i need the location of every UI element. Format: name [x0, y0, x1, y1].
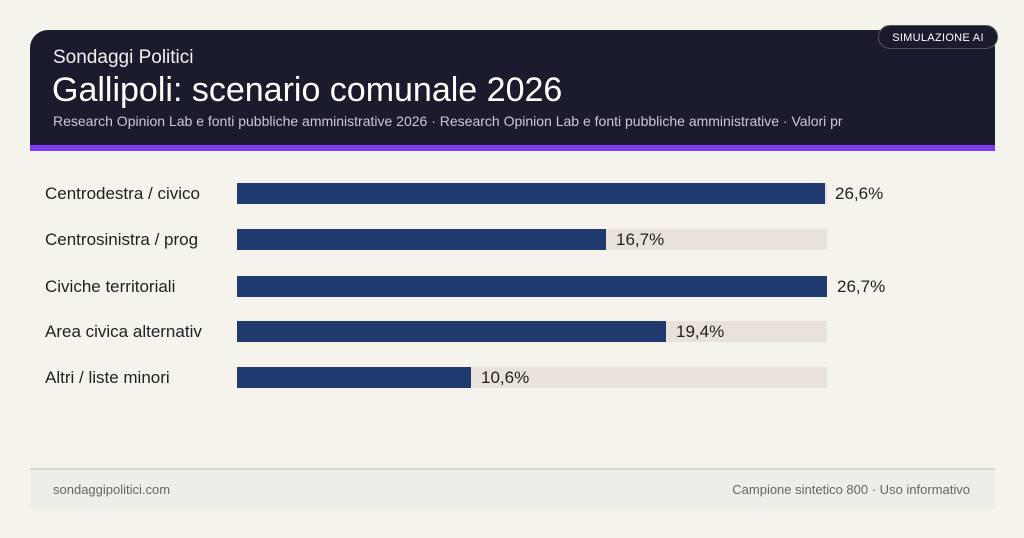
category-label: Area civica alternativ — [45, 322, 202, 341]
chart-row: Area civica alternativ 19,4% — [0, 321, 1024, 343]
category-label: Centrosinistra / prog — [45, 230, 199, 249]
chart-row: Centrodestra / civico 26,6% — [0, 183, 1024, 205]
simulation-badge: SIMULAZIONE AI — [878, 25, 998, 49]
category-label: Centrodestra / civico — [45, 184, 200, 203]
value-label: 16,7% — [616, 230, 665, 249]
value-label: 19,4% — [676, 322, 725, 341]
chart-row: Centrosinistra / prog 16,7% — [0, 229, 1024, 251]
bar — [237, 229, 606, 250]
kicker: Sondaggi Politici — [53, 47, 194, 68]
accent-bar — [30, 145, 995, 151]
footer: sondaggipolitici.com Campione sintetico … — [30, 468, 995, 510]
page-title: Gallipoli: scenario comunale 2026 — [52, 71, 563, 109]
value-label: 26,6% — [835, 184, 884, 203]
value-label: 10,6% — [481, 368, 530, 387]
bar — [237, 183, 825, 204]
bar — [237, 321, 666, 342]
bar — [237, 367, 471, 388]
chart-row: Civiche territoriali 26,7% — [0, 276, 1024, 298]
chart-row: Altri / liste minori 10,6% — [0, 367, 1024, 389]
footer-site: sondaggipolitici.com — [53, 482, 171, 497]
subtitle: Research Opinion Lab e fonti pubbliche a… — [53, 113, 843, 129]
bar — [237, 276, 827, 297]
value-label: 26,7% — [837, 277, 886, 296]
category-label: Civiche territoriali — [45, 277, 176, 296]
header: Sondaggi Politici Gallipoli: scenario co… — [30, 30, 995, 146]
category-label: Altri / liste minori — [45, 368, 170, 387]
footer-note: Campione sintetico 800 · Uso informativo — [732, 482, 970, 497]
